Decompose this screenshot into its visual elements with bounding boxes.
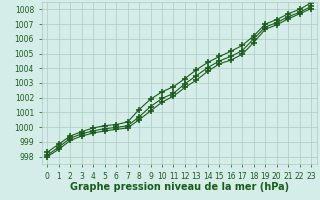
X-axis label: Graphe pression niveau de la mer (hPa): Graphe pression niveau de la mer (hPa) — [70, 182, 289, 192]
